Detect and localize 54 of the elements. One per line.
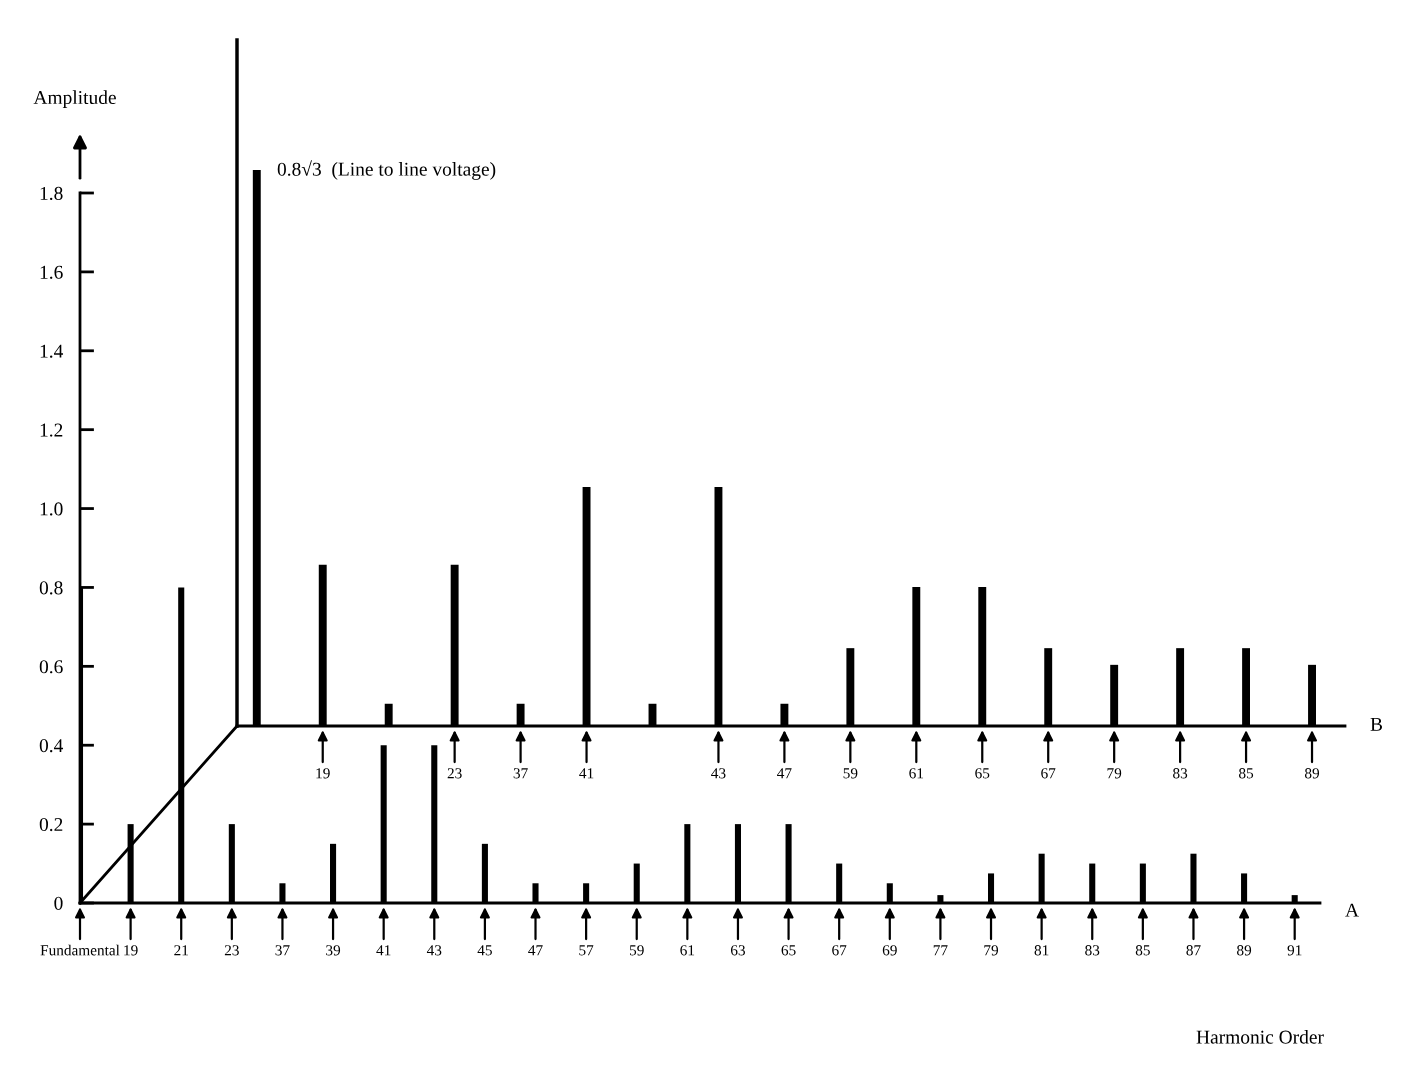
x-tick-label: 69	[882, 945, 897, 956]
x-tick-label: 47	[777, 768, 792, 779]
x-tick-label: 91	[1287, 945, 1302, 956]
x-tick-label: 89	[1237, 945, 1252, 956]
y-tick-label: 1.8	[40, 186, 63, 201]
x-tick-label: 59	[843, 768, 858, 779]
x-tick-label: 63	[730, 945, 745, 956]
x-tick-label: 23	[224, 945, 239, 956]
x-tick-label: 39	[326, 945, 341, 956]
x-tick-label: 41	[579, 768, 594, 779]
x-tick-label: 21	[174, 945, 188, 956]
x-tick-label: 19	[124, 945, 138, 956]
x-tick-label: 61	[680, 945, 695, 956]
x-tick-label: 43	[426, 945, 442, 956]
y-axis-title: Amplitude	[33, 90, 116, 108]
x-tick-label: 85	[1239, 768, 1254, 779]
x-tick-label: 19	[316, 768, 330, 779]
x-tick-label: 81	[1034, 945, 1049, 956]
x-tick-label: 61	[909, 768, 924, 779]
x-tick-label: 79	[984, 945, 999, 956]
x-tick-label: 37	[275, 945, 290, 956]
y-tick-label: 0.2	[39, 817, 63, 832]
x-tick-label: 47	[528, 945, 543, 956]
x-tick-label: 85	[1135, 945, 1150, 956]
x-tick-label: 59	[629, 945, 644, 956]
x-tick-label: 79	[1107, 768, 1122, 779]
x-tick-label: 41	[376, 945, 391, 956]
x-tick-label: 23	[447, 768, 462, 779]
y-tick-label: 0.6	[39, 660, 63, 674]
y-tick-label: 1.0	[40, 502, 63, 516]
annotation: 0.8√3 (Line to line voltage)	[277, 160, 496, 180]
x-tick-label: 65	[975, 768, 990, 779]
x-tick-label: 83	[1173, 768, 1188, 779]
x-tick-label: 43	[711, 768, 726, 779]
y-tick-label: 0.8	[39, 581, 63, 595]
x-tick-label: 67	[832, 945, 847, 956]
x-tick-label: 89	[1304, 768, 1320, 779]
y-tick-label: 0	[54, 896, 63, 910]
x-tick-label: 87	[1186, 945, 1201, 956]
text: B	[1370, 717, 1383, 731]
x-tick-label: Fundamental	[40, 944, 120, 956]
y-tick-label: 0.4	[39, 739, 64, 753]
x-axis-title: Harmonic Order	[1196, 1030, 1324, 1044]
x-tick-label: 57	[579, 945, 594, 956]
y-tick-label: 1.6	[40, 265, 63, 279]
x-tick-label: 65	[781, 945, 796, 956]
y-tick-label: 1.2	[40, 423, 63, 437]
legend-label: A	[1345, 903, 1359, 917]
x-tick-label: 83	[1085, 945, 1100, 956]
x-tick-label: 37	[513, 768, 528, 779]
x-tick-label: 67	[1041, 768, 1056, 779]
y-tick-label: 1.4	[40, 344, 64, 358]
x-tick-label: 45	[477, 945, 492, 956]
x-tick-label: 77	[933, 945, 948, 956]
